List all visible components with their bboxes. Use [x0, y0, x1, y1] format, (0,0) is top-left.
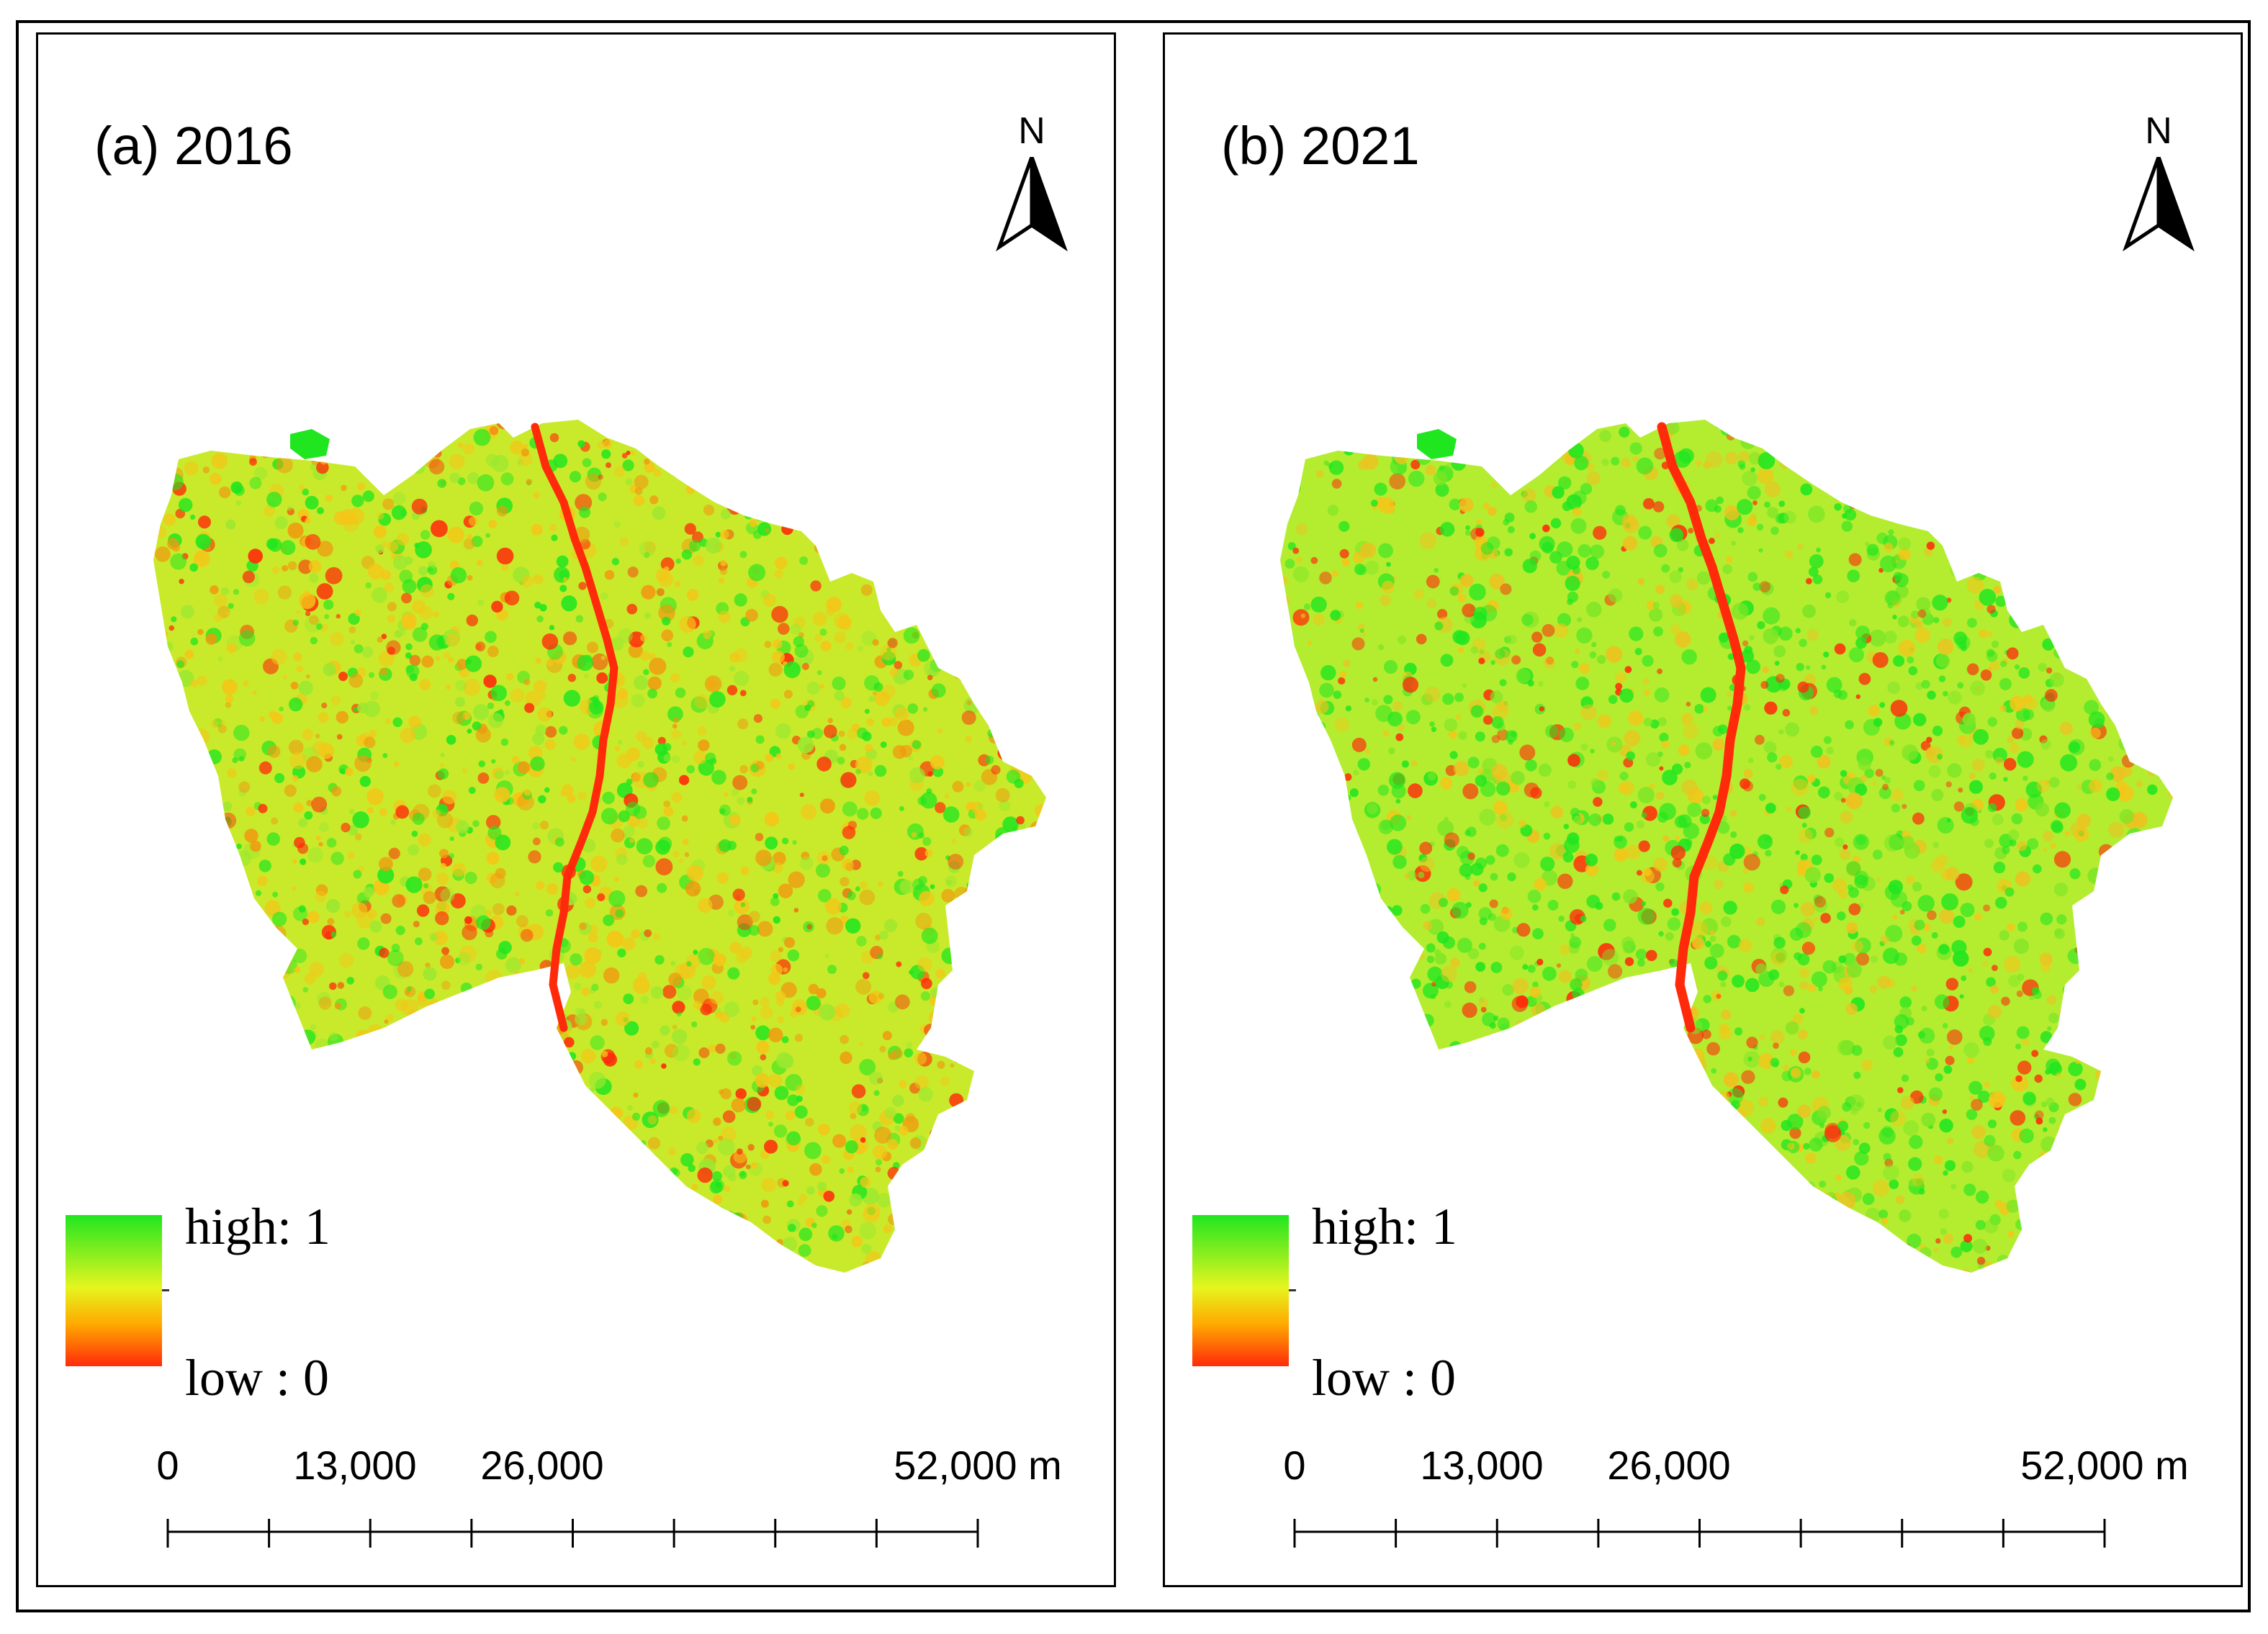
scale-label-0: 0	[156, 1443, 179, 1488]
river	[1657, 422, 1746, 1033]
scale-bar-line	[166, 1519, 979, 1548]
north-letter: N	[1018, 110, 1045, 152]
outer-frame	[16, 20, 2251, 1612]
scale-label-52000: 52,000 m	[894, 1443, 1062, 1488]
map-panel-2016: (a) 2016 N high: 1 low : 0 0 13,000 26,0…	[36, 32, 1116, 1587]
legend-high-label: high: 1	[1312, 1198, 1458, 1255]
north-arrow: N	[2119, 112, 2198, 271]
scale-label-13000: 13,000	[293, 1443, 417, 1488]
map-panel-2021: (b) 2021 N high: 1 low : 0 0 13,000 26,0…	[1163, 32, 2243, 1587]
panel-title: (a) 2016	[94, 116, 293, 176]
scale-label-13000: 13,000	[1420, 1443, 1544, 1488]
island	[290, 429, 330, 459]
scale-label-26000: 26,000	[1607, 1443, 1731, 1488]
scale-bar: 0 13,000 26,000 52,000 m	[1165, 1443, 2241, 1575]
panel-title: (b) 2021	[1221, 116, 1420, 176]
legend: high: 1 low : 0	[1192, 1201, 1552, 1404]
legend-tick	[1289, 1289, 1296, 1291]
legend-tick	[162, 1289, 169, 1291]
north-letter: N	[2145, 110, 2172, 152]
map-raster	[1280, 420, 2173, 1273]
north-arrow: N	[992, 112, 1071, 271]
scale-label-26000: 26,000	[480, 1443, 604, 1488]
scale-bar: 0 13,000 26,000 52,000 m	[38, 1443, 1114, 1575]
study-area	[1280, 420, 2173, 1273]
north-arrow-icon	[2123, 157, 2195, 252]
scale-bar-line	[1293, 1519, 2106, 1548]
legend-high-label: high: 1	[185, 1198, 331, 1255]
legend-low-label: low : 0	[185, 1349, 330, 1407]
map-raster	[153, 420, 1046, 1273]
legend-color-ramp	[1192, 1215, 1289, 1366]
north-arrow-icon	[996, 157, 1068, 252]
scale-label-0: 0	[1283, 1443, 1306, 1488]
river	[531, 423, 618, 1032]
scale-label-52000: 52,000 m	[2020, 1443, 2189, 1488]
legend-low-label: low : 0	[1312, 1349, 1457, 1407]
legend: high: 1 low : 0	[66, 1201, 426, 1404]
study-area	[153, 420, 1046, 1273]
legend-color-ramp	[66, 1215, 162, 1366]
island	[1417, 429, 1457, 459]
